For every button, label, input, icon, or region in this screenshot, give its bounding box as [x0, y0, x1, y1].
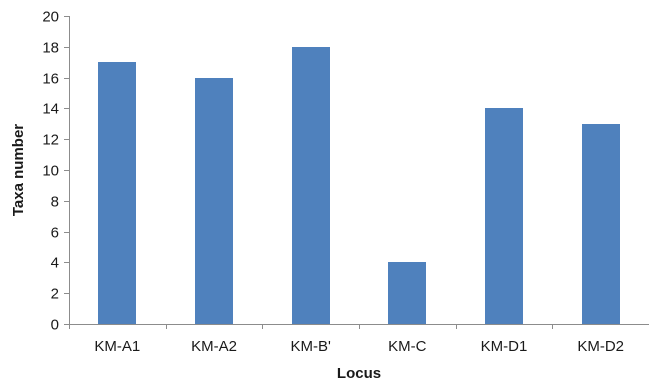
x-tick-label: KM-A1: [94, 338, 140, 355]
bar-km-b: [292, 47, 330, 324]
y-tick-label: 12: [42, 132, 59, 149]
y-tick-label: 6: [51, 225, 59, 242]
x-tick-label: KM-D2: [577, 338, 624, 355]
bar-km-c: [388, 262, 426, 324]
y-axis-ticks: 0 2 4 6 8 10 12 14 16 18 20: [42, 9, 69, 334]
y-tick-label: 18: [42, 40, 59, 57]
bar-km-a2: [195, 78, 233, 324]
bar-km-a1: [98, 62, 136, 324]
x-tick-label: KM-D1: [481, 338, 528, 355]
y-axis-title: Taxa number: [10, 124, 27, 216]
x-tick-label: KM-A2: [191, 338, 237, 355]
x-tick-label: KM-C: [388, 338, 426, 355]
y-tick-label: 20: [42, 9, 59, 26]
y-tick-label: 16: [42, 71, 59, 88]
x-tick-label: KM-B': [290, 338, 331, 355]
y-tick-label: 8: [51, 194, 59, 211]
x-axis-ticks: KM-A1 KM-A2 KM-B' KM-C KM-D1 KM-D2: [69, 324, 624, 355]
y-tick-label: 0: [51, 317, 59, 334]
bars-group: [98, 47, 620, 324]
y-tick-label: 10: [42, 163, 59, 180]
y-tick-label: 14: [42, 101, 59, 118]
x-axis-title: Locus: [337, 365, 381, 382]
bar-km-d1: [485, 108, 523, 324]
y-tick-label: 4: [51, 255, 59, 272]
y-tick-label: 2: [51, 286, 59, 303]
bar-km-d2: [582, 124, 620, 324]
